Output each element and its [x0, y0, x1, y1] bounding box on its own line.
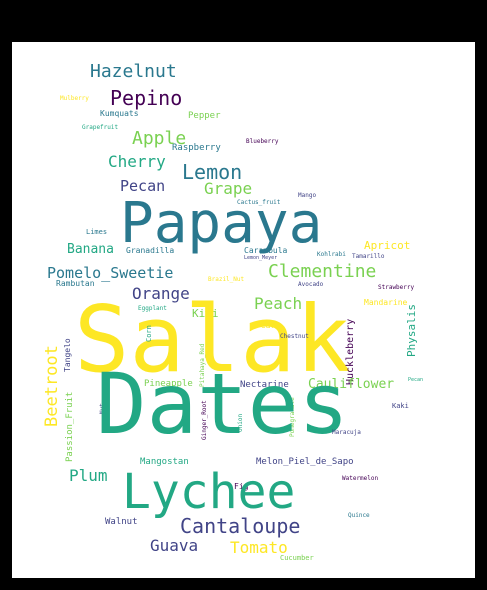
word-carambula: Carambula — [244, 246, 288, 255]
word-dates: Dates — [96, 355, 349, 453]
word-peach: Peach — [254, 294, 303, 313]
word-kiwi: Kiwi — [192, 307, 219, 320]
word-lemon: Lemon — [182, 160, 243, 184]
word-melon-piel-de-sapo: Melon_Piel_de_Sapo — [256, 457, 354, 467]
word-walnut: Walnut — [105, 517, 138, 527]
word-salak: Salak — [74, 286, 351, 393]
word-pepino: Pepino — [110, 86, 183, 110]
word-cauliflower: Cauliflower — [308, 377, 395, 392]
word-banana: Banana — [67, 242, 114, 257]
word-papaya: Papaya — [120, 191, 323, 256]
word-raspberry: Raspberry — [172, 143, 221, 153]
word-grape: Grape — [204, 179, 253, 198]
word-kaki: Kaki — [392, 402, 409, 410]
word-avocado: Avocado — [298, 281, 324, 288]
word-corn: Corn — [145, 325, 153, 342]
word-kumquats: Kumquats — [100, 109, 139, 118]
word-tangelo: Tangelo — [63, 338, 72, 372]
word-blueberry: Blueberry — [246, 138, 279, 145]
word-mangostan: Mangostan — [140, 457, 189, 467]
word-plum: Plum — [69, 466, 108, 485]
word-brazil-nut: Brazil_Nut — [208, 276, 245, 283]
word-cactus-fruit: Cactus_fruit — [237, 199, 281, 206]
word-pear: Pear — [256, 321, 276, 330]
word-passion-fruit: Passion_Fruit — [65, 391, 75, 462]
word-guava: Guava — [150, 536, 199, 555]
word-chestnut: Chestnut — [280, 333, 309, 340]
word-eggplant: Eggplant — [138, 305, 167, 312]
word-lemon-meyer: Lemon_Meyer — [244, 255, 278, 261]
word-mandarine: Mandarine — [364, 298, 408, 307]
word-watermelon: Watermelon — [342, 475, 379, 482]
word-apple: Apple — [132, 128, 187, 149]
word-cloud-panel: Hazelnut Pepino Pepper Mulberry Blueberr… — [12, 42, 475, 578]
word-pineapple: Pineapple — [144, 379, 193, 389]
word-nectarine: Nectarine — [240, 380, 289, 390]
word-granadilla: Granadilla — [126, 246, 175, 255]
word-cantaloupe: Cantaloupe — [180, 514, 301, 538]
word-maracuja: Maracuja — [332, 429, 361, 436]
word-grapefruit: Grapefruit — [82, 124, 119, 131]
word-pecans: Pecan — [408, 377, 424, 383]
word-lychee: Lychee — [122, 464, 296, 520]
word-physalis: Physalis — [405, 304, 418, 357]
word-pecan: Pecan — [120, 177, 166, 195]
word-rambutan: Rambutan — [56, 279, 95, 288]
word-hazelnut: Hazelnut — [90, 61, 177, 82]
word-tamarillo: Tamarillo — [352, 253, 385, 260]
word-mulberry: Mulberry — [60, 95, 89, 102]
word-quince: Quince — [348, 512, 370, 519]
word-cucumber: Cucumber — [280, 554, 314, 562]
word-pepper: Pepper — [188, 111, 221, 121]
word-clementine: Clementine — [268, 261, 377, 282]
word-mango: Mango — [298, 192, 317, 199]
word-tomato: Tomato — [230, 538, 288, 557]
word-strawberry: Strawberry — [378, 284, 415, 291]
word-kohlrabi: Kohlrabi — [317, 251, 346, 258]
word-beetroot: Beetroot — [42, 345, 62, 427]
word-fig: Fig — [234, 482, 249, 491]
word-orange: Orange — [132, 284, 190, 303]
word-limes: Limes — [86, 228, 108, 236]
word-pomelo-sweetie: Pomelo_Sweetie — [47, 264, 174, 282]
word-cherry: Cherry — [108, 152, 166, 171]
word-apricot: Apricot — [364, 239, 411, 252]
